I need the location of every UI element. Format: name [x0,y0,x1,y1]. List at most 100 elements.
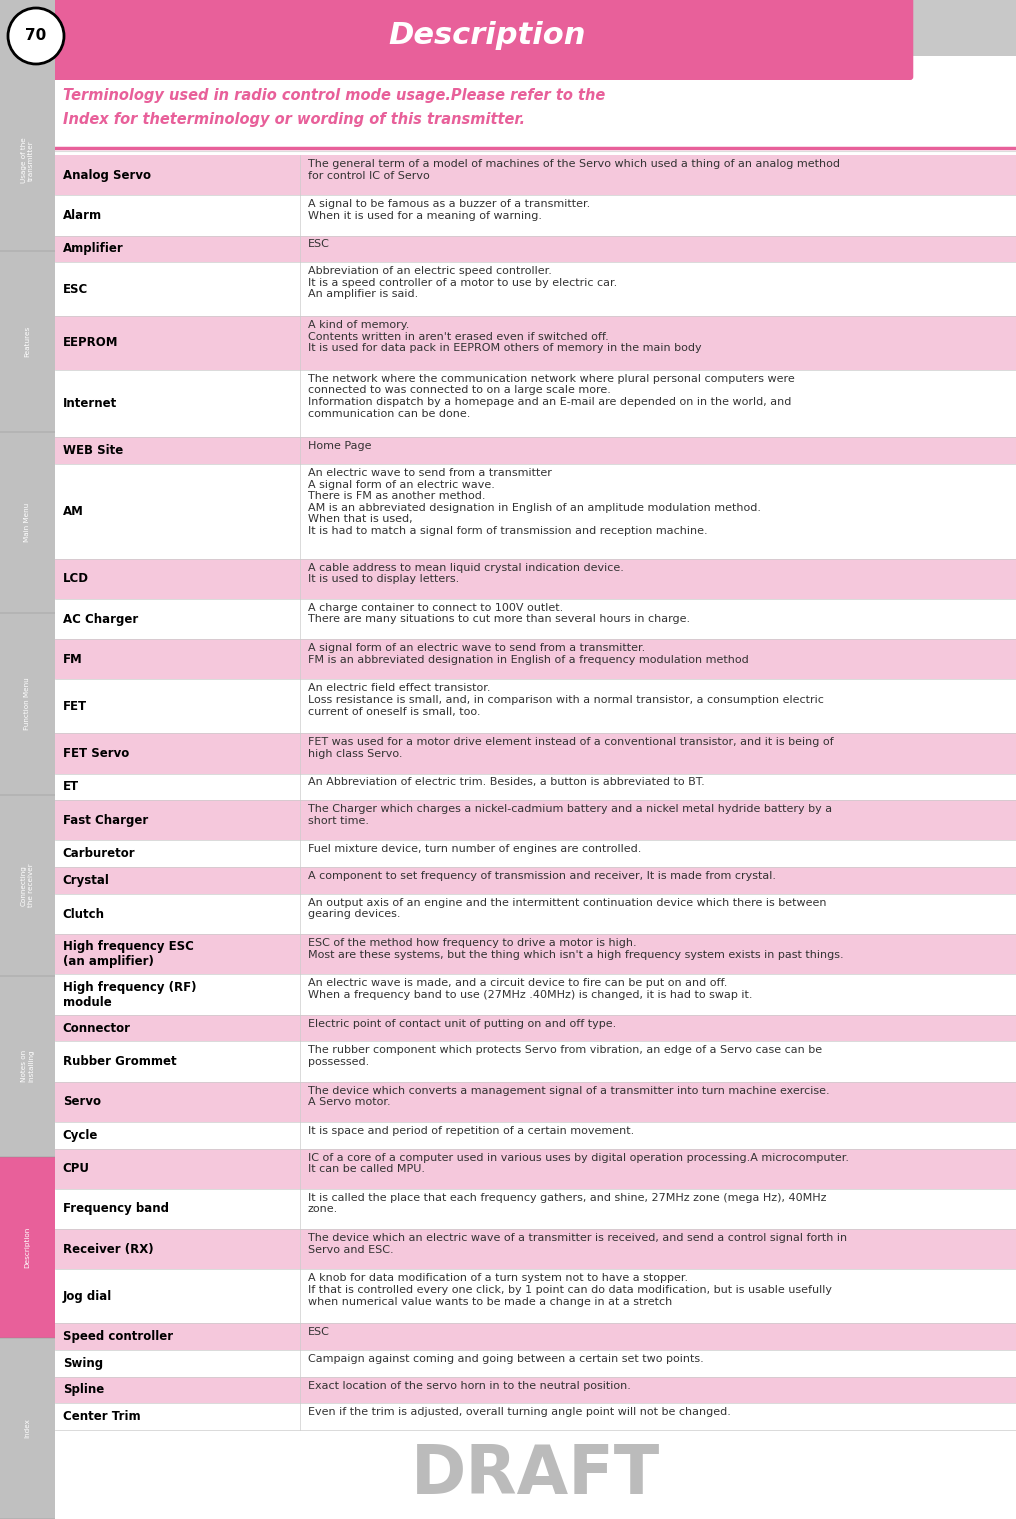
Text: Description: Description [389,21,586,50]
Text: 70: 70 [25,29,47,44]
Text: The general term of a model of machines of the Servo which used a thing of an an: The general term of a model of machines … [308,159,840,181]
Text: Main Menu: Main Menu [24,503,30,542]
Bar [55,734,1016,773]
Bar [0,975,55,1157]
Text: Campaign against coming and going between a certain set two points.: Campaign against coming and going betwee… [308,1353,704,1364]
Text: Function Menu: Function Menu [24,677,30,731]
Bar [0,433,55,614]
Bar [55,801,1016,840]
Bar [55,639,1016,679]
Bar [55,1323,1016,1350]
Bar [55,437,1016,463]
Bar [55,840,1016,867]
Text: Features: Features [24,327,30,357]
Text: Home Page: Home Page [308,442,372,451]
Text: An electric wave is made, and a circuit device to fire can be put on and off.
Wh: An electric wave is made, and a circuit … [308,978,753,1000]
Bar [0,1338,55,1519]
Text: An electric wave to send from a transmitter
A signal form of an electric wave.
T: An electric wave to send from a transmit… [308,468,761,536]
Text: Alarm: Alarm [63,210,102,222]
Bar [55,1350,1016,1376]
Bar [55,1270,1016,1323]
Text: ESC: ESC [308,1328,330,1337]
Bar [55,1082,1016,1123]
Text: Electric point of contact unit of putting on and off type.: Electric point of contact unit of puttin… [308,1019,616,1028]
Bar [55,196,1016,235]
Text: ESC: ESC [63,283,88,296]
Text: Connecting
the receiver: Connecting the receiver [21,863,34,907]
Bar [55,867,1016,893]
Text: LCD: LCD [63,573,88,585]
Bar [55,893,1016,934]
Text: Spline: Spline [63,1384,104,1396]
Text: A component to set frequency of transmission and receiver, It is made from cryst: A component to set frequency of transmis… [308,870,776,881]
Text: Notes on
installing: Notes on installing [21,1050,34,1083]
Text: The rubber component which protects Servo from vibration, an edge of a Servo cas: The rubber component which protects Serv… [308,1045,822,1066]
Bar [55,1189,1016,1229]
Text: Cycle: Cycle [63,1129,99,1142]
Bar [55,463,1016,559]
Bar [55,1376,1016,1404]
Text: Center Trim: Center Trim [63,1410,140,1423]
Bar [55,559,1016,598]
Text: CPU: CPU [63,1162,89,1176]
Text: Exact location of the servo horn in to the neutral position.: Exact location of the servo horn in to t… [308,1381,631,1390]
Text: AM: AM [63,504,83,518]
Text: FET was used for a motor drive element instead of a conventional transistor, and: FET was used for a motor drive element i… [308,737,833,760]
Text: Amplifier: Amplifier [63,243,124,255]
Bar [0,794,55,975]
Text: Description: Description [24,1227,30,1268]
Bar [55,773,1016,801]
Bar [55,316,1016,371]
Bar [55,1042,1016,1082]
FancyBboxPatch shape [52,0,913,81]
Bar [0,614,55,794]
Text: DRAFT: DRAFT [410,1442,660,1507]
Text: Frequency band: Frequency band [63,1203,169,1215]
Text: FM: FM [63,653,82,665]
Text: A charge container to connect to 100V outlet.
There are many situations to cut m: A charge container to connect to 100V ou… [308,603,690,624]
Text: Terminology used in radio control mode usage.Please refer to the: Terminology used in radio control mode u… [63,88,606,103]
Bar [55,235,1016,263]
Text: Speed controller: Speed controller [63,1331,173,1343]
Bar [55,155,1016,196]
Bar [55,1015,1016,1042]
Text: Fuel mixture device, turn number of engines are controlled.: Fuel mixture device, turn number of engi… [308,845,641,854]
Bar [55,1148,1016,1189]
Bar [55,679,1016,734]
Text: An Abbreviation of electric trim. Besides, a button is abbreviated to BT.: An Abbreviation of electric trim. Beside… [308,778,705,787]
Text: Index for theterminology or wording of this transmitter.: Index for theterminology or wording of t… [63,112,525,128]
Text: Crystal: Crystal [63,873,110,887]
Text: ET: ET [63,781,79,793]
Bar [55,1229,1016,1270]
Text: Clutch: Clutch [63,907,105,921]
Bar [0,251,55,433]
Text: Jog dial: Jog dial [63,1290,112,1303]
Text: FET: FET [63,700,87,712]
Text: ESC of the method how frequency to drive a motor is high.
Most are these systems: ESC of the method how frequency to drive… [308,939,843,960]
Text: FET Servo: FET Servo [63,747,129,760]
Bar [55,1123,1016,1148]
Text: Receiver (RX): Receiver (RX) [63,1243,153,1256]
Text: The device which converts a management signal of a transmitter into turn machine: The device which converts a management s… [308,1086,830,1107]
Text: A cable address to mean liquid crystal indication device.
It is used to display : A cable address to mean liquid crystal i… [308,562,624,585]
Text: High frequency ESC
(an amplifier): High frequency ESC (an amplifier) [63,940,194,968]
Text: An output axis of an engine and the intermittent continuation device which there: An output axis of an engine and the inte… [308,898,826,919]
Text: High frequency (RF)
module: High frequency (RF) module [63,981,196,1009]
Text: Fast Charger: Fast Charger [63,814,148,826]
Text: It is space and period of repetition of a certain movement.: It is space and period of repetition of … [308,1126,634,1136]
Text: The device which an electric wave of a transmitter is received, and send a contr: The device which an electric wave of a t… [308,1233,847,1255]
Text: EEPROM: EEPROM [63,337,118,349]
Text: AC Charger: AC Charger [63,612,138,626]
Text: Swing: Swing [63,1356,103,1370]
Text: The Charger which charges a nickel-cadmium battery and a nickel metal hydride ba: The Charger which charges a nickel-cadmi… [308,804,832,826]
Text: IC of a core of a computer used in various uses by digital operation processing.: IC of a core of a computer used in vario… [308,1153,849,1174]
Text: A kind of memory.
Contents written in aren't erased even if switched off.
It is : A kind of memory. Contents written in ar… [308,321,702,354]
Text: An electric field effect transistor.
Loss resistance is small, and, in compariso: An electric field effect transistor. Los… [308,684,824,717]
Bar [55,1404,1016,1429]
Text: The network where the communication network where plural personal computers were: The network where the communication netw… [308,374,795,419]
Bar [55,974,1016,1015]
Text: A signal form of an electric wave to send from a transmitter.
FM is an abbreviat: A signal form of an electric wave to sen… [308,643,749,665]
Bar [55,371,1016,437]
Bar [55,263,1016,316]
Text: Usage of the
transmitter: Usage of the transmitter [21,138,34,184]
